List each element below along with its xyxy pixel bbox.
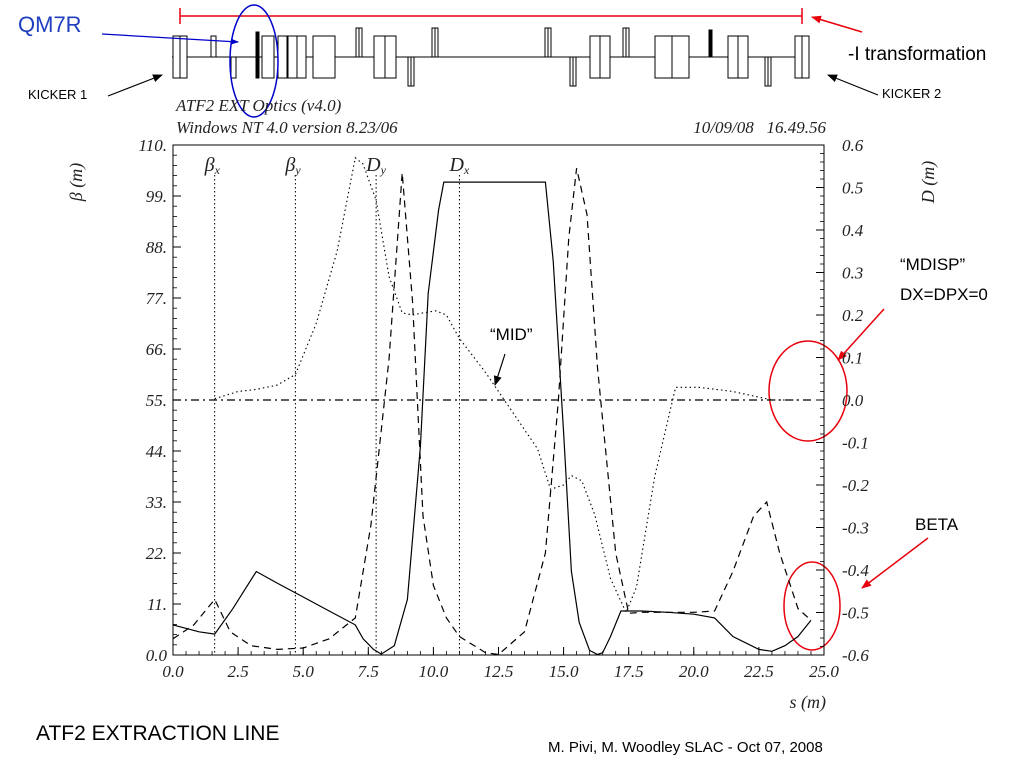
beta-highlight-ellipse <box>783 561 841 651</box>
minus-i-arrow <box>811 15 863 33</box>
footer-credit: M. Pivi, M. Woodley SLAC - Oct 07, 2008 <box>548 739 823 756</box>
x-tick-label: 25.0 <box>809 662 839 681</box>
x-axis-label: s (m) <box>790 692 827 713</box>
series-beta-x <box>172 181 812 656</box>
y-right-tick-label: -0.2 <box>842 476 869 495</box>
y-right-tick-label: -0.6 <box>842 646 869 665</box>
mid-label: “MID” <box>490 325 533 344</box>
quad-element <box>230 56 237 79</box>
y-right-tick-label: 0.0 <box>842 391 864 410</box>
plot-title: ATF2 EXT Optics (v4.0) <box>175 96 342 115</box>
x-tick-label: 17.5 <box>614 662 644 681</box>
y-left-tick-label: 22. <box>146 544 167 563</box>
footer-title: ATF2 EXTRACTION LINE <box>36 722 279 745</box>
minus-i-transformation-label: -I transformation <box>848 44 986 65</box>
x-tick-label: 12.5 <box>484 662 514 681</box>
y-right-tick-label: -0.5 <box>842 604 869 623</box>
kicker-2-arrow <box>827 74 879 96</box>
mid-arrow <box>493 353 506 386</box>
mdisp-highlight-ellipse <box>768 340 848 442</box>
dipole-element <box>261 35 275 79</box>
x-tick-label: 20.0 <box>679 662 709 681</box>
series-marker-label: Dx <box>448 154 469 177</box>
kicker-2-label: KICKER 2 <box>882 86 941 101</box>
y-right-tick-label: 0.2 <box>842 306 864 325</box>
series-beta-y <box>172 168 812 656</box>
x-tick-label: 10.0 <box>419 662 449 681</box>
corrector-element <box>708 29 713 58</box>
quad-element <box>210 35 217 58</box>
y-right-tick-label: -0.1 <box>842 434 869 453</box>
y-axis-right: -0.6 -0.5 -0.4 -0.3 -0.2 -0.1 0.0 0.1 0.2 0.3 0.4 0… <box>816 136 869 665</box>
series-marker-label: βy <box>284 154 301 177</box>
x-axis: 0.0 2.5 5.0 7.5 10.0 12.5 15.0 17.5 20.0 22.5 25.0 <box>162 647 839 681</box>
lattice-diagram <box>172 4 810 118</box>
y-left-tick-label: 110. <box>139 136 168 155</box>
qm7r-label: QM7R <box>18 12 82 37</box>
series-lines <box>172 156 812 656</box>
y-right-tick-label: 0.5 <box>842 179 863 198</box>
y-right-tick-label: 0.6 <box>842 136 864 155</box>
y-right-tick-label: 0.1 <box>842 349 863 368</box>
y-right-tick-label: -0.3 <box>842 519 869 538</box>
y-axis-left: 0.0 11. 22. 33. 44. 55. 66. 77. 88. 99. 110. <box>139 136 181 665</box>
y-left-tick-label: 11. <box>147 595 167 614</box>
kicker-1-arrow <box>107 74 163 97</box>
y-left-tick-label: 55. <box>146 391 167 410</box>
series-marker-label: βx <box>204 154 221 177</box>
y-left-tick-label: 77. <box>146 289 167 308</box>
corrector-element <box>255 31 260 79</box>
plot-subtitle: Windows NT 4.0 version 8.23/06 <box>176 118 398 137</box>
y-left-tick-label: 33. <box>145 493 167 512</box>
series-marker-label: Dy <box>365 154 386 177</box>
y-left-tick-label: 0.0 <box>146 646 168 665</box>
mdisp-arrow <box>837 308 885 361</box>
dipole-element <box>277 35 288 79</box>
y-right-tick-label: -0.4 <box>842 561 869 580</box>
y-left-tick-label: 88. <box>146 238 167 257</box>
y-right-tick-label: 0.4 <box>842 221 864 240</box>
x-tick-label: 0.0 <box>162 662 184 681</box>
optics-chart: 0.0 2.5 5.0 7.5 10.0 12.5 15.0 17.5 20.0 22.5 25.0… <box>66 136 939 713</box>
dipole-element <box>312 35 336 79</box>
series-disp-x <box>214 156 798 614</box>
beta-label: BETA <box>915 515 959 534</box>
y-left-tick-label: 44. <box>146 442 167 461</box>
x-tick-label: 5.0 <box>293 662 315 681</box>
mdisp-label-line2: DX=DPX=0 <box>900 285 988 304</box>
mdisp-label-line1: “MDISP” <box>900 255 966 274</box>
y-left-tick-label: 66. <box>146 340 167 359</box>
y-right-tick-label: 0.3 <box>842 264 863 283</box>
kicker-1-label: KICKER 1 <box>28 87 87 102</box>
y-axis-left-label: β (m) <box>66 163 87 202</box>
x-tick-label: 22.5 <box>744 662 774 681</box>
y-left-tick-label: 99. <box>146 187 167 206</box>
y-axis-right-label: D (m) <box>918 161 939 205</box>
x-tick-label: 2.5 <box>227 662 248 681</box>
annotations: QM7R KICKER 1 KICKER 2 -I transformation… <box>18 12 988 651</box>
x-tick-label: 15.0 <box>549 662 579 681</box>
qm7r-highlight-ellipse <box>229 4 279 118</box>
label-markers: βx βy Dy Dx <box>204 154 470 655</box>
plot-datetime: 10/09/08 16.49.56 <box>693 118 826 137</box>
x-tick-label: 7.5 <box>358 662 379 681</box>
qm7r-arrow <box>101 33 239 45</box>
beta-arrow <box>861 537 929 589</box>
